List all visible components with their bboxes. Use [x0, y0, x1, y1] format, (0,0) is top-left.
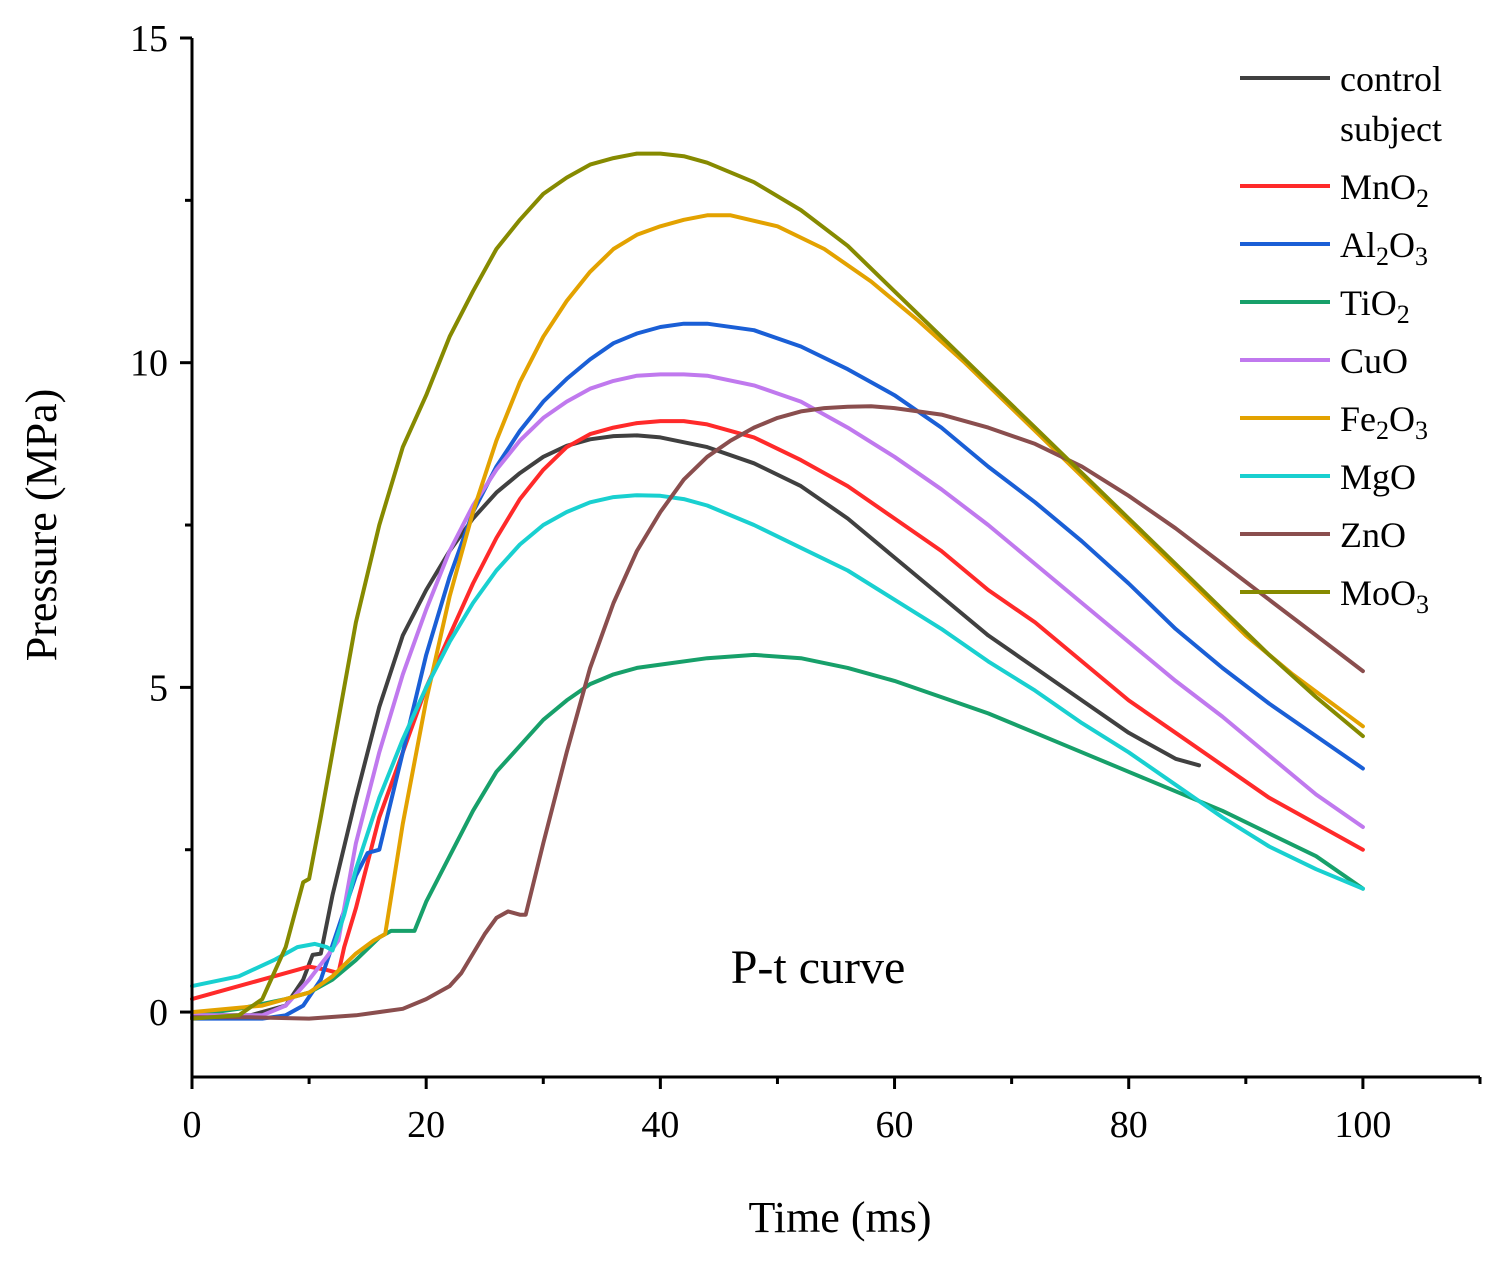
series-line-7 [190, 404, 1365, 1021]
legend-label-5: Fe2O3 [1340, 399, 1428, 445]
series-line-2 [190, 321, 1365, 1021]
x-tick-label-60: 60 [876, 1104, 914, 1146]
series-layer [190, 151, 1365, 1021]
series-line-6 [190, 493, 1365, 989]
x-tick-label-40: 40 [641, 1104, 679, 1146]
x-axis-title: Time (ms) [749, 1193, 932, 1242]
y-tick-label-15: 15 [130, 18, 168, 60]
x-tick-label-100: 100 [1334, 1104, 1391, 1146]
series-line-8 [190, 151, 1365, 1021]
legend-label-6: MgO [1340, 457, 1416, 497]
legend-label-4: CuO [1340, 341, 1408, 381]
legend-label-0: control subject [1340, 59, 1442, 149]
y-axis-title: Pressure (MPa) [17, 389, 66, 662]
legend-label-3: TiO2 [1340, 283, 1410, 329]
x-tick-label-80: 80 [1110, 1104, 1148, 1146]
legend-label-7: ZnO [1340, 515, 1406, 555]
series-line-5 [190, 213, 1365, 1015]
y-tick-label-10: 10 [130, 343, 168, 385]
series-line-4 [190, 372, 1365, 1018]
axes-layer: 0 20 40 60 80 100 0 5 10 15 [130, 18, 1482, 1146]
series-line-0 [190, 433, 1201, 1018]
legend-label-2: Al2O3 [1340, 225, 1428, 271]
pt-curve-annotation: P-t curve [731, 941, 906, 994]
legend-label-1: MnO2 [1340, 167, 1429, 213]
x-tick-label-0: 0 [183, 1104, 202, 1146]
y-tick-label-0: 0 [149, 992, 168, 1034]
series-line-1 [190, 419, 1365, 1002]
legend: control subject MnO2 Al2O3 TiO2 CuO Fe2O3 MgO Zn… [1240, 59, 1442, 619]
x-tick-label-20: 20 [407, 1104, 445, 1146]
y-tick-label-5: 5 [149, 667, 168, 709]
legend-label-8: MoO3 [1340, 573, 1429, 619]
